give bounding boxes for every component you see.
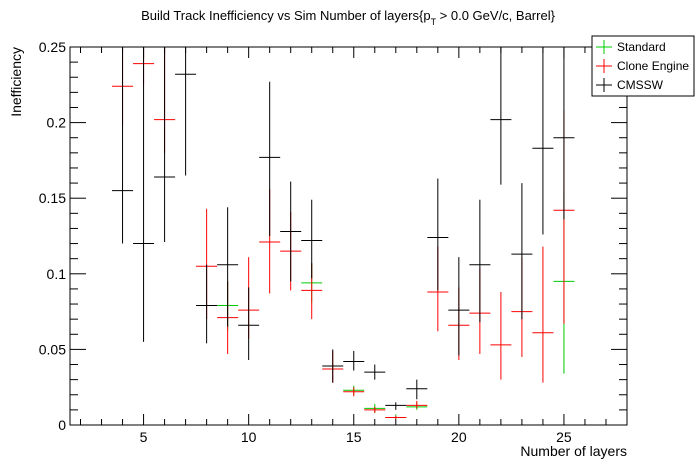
data-point bbox=[280, 181, 302, 282]
data-point bbox=[217, 207, 239, 327]
data-point bbox=[427, 178, 449, 291]
series-layer bbox=[112, 47, 575, 419]
y-tick-label: 0.2 bbox=[47, 115, 67, 131]
data-point bbox=[406, 379, 428, 400]
data-point bbox=[490, 291, 512, 380]
data-point bbox=[133, 47, 155, 342]
data-point bbox=[364, 406, 386, 413]
data-point bbox=[532, 47, 554, 235]
data-point bbox=[175, 47, 197, 176]
x-tick-label: 15 bbox=[346, 429, 362, 445]
data-point bbox=[511, 183, 533, 320]
x-tick-label: 25 bbox=[556, 429, 572, 445]
chart-title: Build Track Inefficiency vs Sim Number o… bbox=[141, 8, 556, 27]
data-point bbox=[238, 287, 260, 360]
data-point bbox=[490, 47, 512, 185]
data-point bbox=[469, 199, 491, 323]
axes-layer: 5 10 15 20 25 0 0.05 0.1 0.15 0.2 0.25 bbox=[39, 39, 628, 445]
chart-title-rest: > 0.0 GeV/c, Barrel} bbox=[436, 8, 556, 23]
chart-title-main: Build Track Inefficiency vs Sim Number o… bbox=[141, 8, 431, 23]
data-point bbox=[406, 400, 428, 409]
data-point bbox=[364, 364, 386, 380]
series-cmssw bbox=[112, 47, 575, 410]
y-axis-label: Inefficiency bbox=[8, 47, 24, 117]
data-point bbox=[301, 199, 323, 279]
x-tick-label: 20 bbox=[451, 429, 467, 445]
data-point bbox=[343, 387, 365, 397]
legend-entry-cmssw: CMSSW bbox=[596, 78, 664, 92]
legend-label-cmssw: CMSSW bbox=[617, 78, 664, 92]
series-standard bbox=[217, 190, 575, 419]
legend-label-clone-engine: Clone Engine bbox=[617, 59, 689, 73]
y-tick-label: 0.05 bbox=[39, 341, 66, 357]
x-axis-label: Number of layers bbox=[520, 443, 627, 459]
chart-title-subscript: T bbox=[431, 17, 437, 27]
legend: Standard Clone Engine CMSSW bbox=[591, 35, 695, 97]
data-point bbox=[532, 246, 554, 383]
data-point bbox=[259, 81, 281, 236]
data-point bbox=[448, 257, 470, 356]
y-tick-label: 0.15 bbox=[39, 190, 66, 206]
y-tick-label: 0.25 bbox=[39, 39, 66, 55]
x-tick-label: 5 bbox=[140, 429, 148, 445]
plot-frame bbox=[69, 46, 628, 426]
data-point bbox=[112, 47, 134, 244]
y-tick-label: 0 bbox=[58, 417, 66, 433]
data-point bbox=[553, 47, 575, 220]
data-point bbox=[343, 350, 365, 371]
data-point bbox=[322, 349, 344, 383]
legend-label-standard: Standard bbox=[617, 40, 666, 54]
x-tick-label: 10 bbox=[241, 429, 257, 445]
y-tick-label: 0.1 bbox=[47, 266, 67, 282]
data-point bbox=[196, 264, 218, 344]
data-point bbox=[385, 415, 407, 419]
legend-entry-clone-engine: Clone Engine bbox=[596, 59, 689, 73]
series-clone-engine bbox=[112, 47, 575, 419]
data-point bbox=[154, 47, 176, 243]
data-point bbox=[385, 402, 407, 410]
legend-entry-standard: Standard bbox=[596, 40, 666, 54]
